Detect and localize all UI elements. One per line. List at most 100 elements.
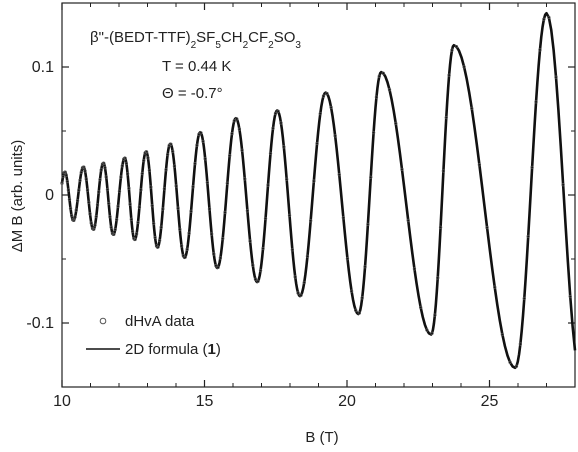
data-point [109,225,113,229]
data-point [104,175,108,179]
data-point [150,204,154,208]
data-point [140,171,144,176]
data-point [88,212,92,216]
data-point [161,207,165,211]
data-point [89,221,93,225]
data-point [296,291,300,295]
data-point [95,203,100,207]
data-point [212,252,216,256]
formula-curve [60,11,577,370]
data-point [485,225,489,230]
data-point [149,185,153,189]
data-point [114,218,119,222]
data-point [75,199,80,203]
data-point [500,332,505,337]
data-point [493,285,497,289]
data-point [240,148,244,152]
data-point [276,109,280,113]
data-point [305,254,310,258]
data-point [128,202,132,206]
x-axis-title: B (T) [305,429,338,446]
data-point [534,100,538,104]
data-point [61,174,65,179]
data-point [225,181,230,185]
data-point [309,219,313,223]
data-point [139,188,143,192]
data-point [243,177,247,181]
data-point [538,48,542,52]
y-tick-label: -0.1 [26,315,54,332]
data-point [146,156,150,160]
data-point [371,130,376,135]
data-point [425,328,429,332]
data-point [137,205,142,209]
data-point [69,213,74,218]
data-point [508,360,512,364]
data-point [93,223,97,227]
curve-layer [60,11,577,370]
data-point [130,229,135,233]
y-tick-label: 0.1 [32,59,54,76]
data-point [282,145,286,149]
data-point [287,213,292,218]
data-point [345,257,350,261]
data-point [65,179,69,184]
data-point [387,88,392,92]
data-point [103,166,107,170]
data-point [329,105,333,110]
data-point [237,127,242,131]
data-point [68,206,73,211]
data-point [179,244,184,248]
data-point [263,216,268,221]
data-point [72,218,76,223]
data-point [98,177,102,182]
data-point [169,142,173,146]
data-point [433,313,437,317]
data-point [245,209,250,213]
legend: dHvA data 2D formula (1) [86,313,221,358]
data-point [218,256,223,260]
formula-subscript: 2 [243,40,249,51]
data-point [207,207,212,211]
data-point [522,296,526,301]
data-point [441,169,446,173]
data-point [290,248,295,252]
data-point [147,168,152,172]
data-point [561,183,565,187]
data-point [87,200,91,204]
data-point [134,232,139,236]
data-point [360,296,364,300]
data-point [209,232,214,236]
data-point [127,186,131,190]
formula-subscript: 3 [295,40,301,51]
data-point [438,225,443,229]
data-point [514,364,519,368]
data-point [302,280,306,285]
data-point [119,175,123,179]
data-point [156,245,160,249]
data-point [419,305,423,310]
data-point [271,126,275,130]
data-point [152,221,156,226]
data-point [102,161,106,165]
data-point [216,265,220,269]
formula-part: β"-(BEDT-TTF) [90,29,191,46]
formula-part: SF [196,29,215,46]
legend-formula-prefix: 2D formula ( [125,341,208,358]
data-point [123,156,127,160]
y-axis-title: ΔM B (arb. units) [9,140,26,253]
data-point [333,134,337,138]
x-tick-label: 25 [481,393,499,410]
data-point [77,188,81,192]
data-point [162,187,167,191]
angle-annotation: Θ = -0.7° [162,85,223,102]
legend-formula-suffix: ) [216,341,221,358]
data-point [568,294,572,299]
data-point [325,91,329,96]
data-point [171,149,175,154]
data-point [542,17,546,21]
data-point [153,235,157,240]
x-tick-label: 10 [53,393,71,410]
data-point [117,189,122,193]
